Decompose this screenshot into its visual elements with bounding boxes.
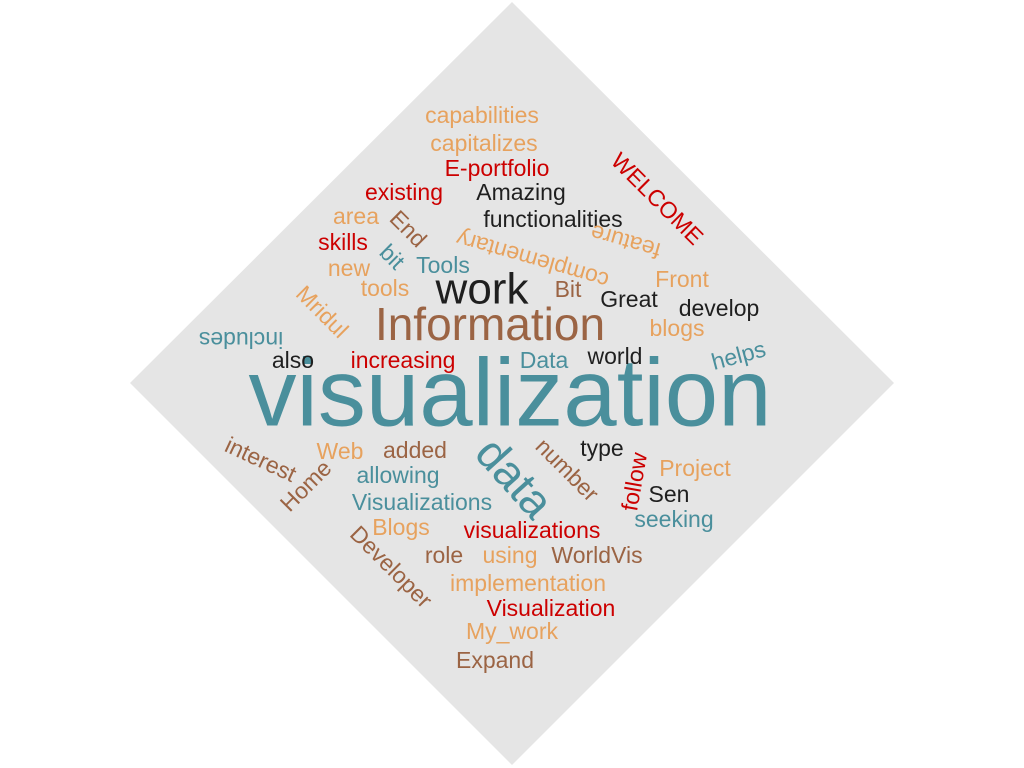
word-my-work: My_work (466, 618, 559, 644)
word-world: world (587, 343, 643, 369)
word-information: Information (375, 298, 605, 350)
word-includes: includes (199, 327, 283, 353)
word-front: Front (655, 266, 709, 292)
word-expand: Expand (456, 647, 534, 673)
word-e-portfolio: E-portfolio (445, 155, 550, 181)
word-area: area (333, 203, 379, 229)
word-great: Great (600, 286, 658, 312)
word-tools: Tools (416, 252, 470, 278)
word-data: Data (520, 347, 569, 373)
word-also: also (272, 347, 314, 373)
word-seeking: seeking (634, 506, 713, 532)
word-using: using (483, 542, 538, 568)
word-visualization: visualization (249, 339, 772, 446)
word-visualizations: Visualizations (352, 489, 492, 515)
word-blogs: blogs (650, 315, 705, 341)
word-increasing: increasing (351, 347, 456, 373)
word-visualization: Visualization (487, 595, 616, 621)
word-implementation: implementation (450, 570, 606, 596)
word-existing: existing (365, 179, 443, 205)
word-role: role (425, 542, 463, 568)
word-sen: Sen (649, 481, 690, 507)
word-capitalizes: capitalizes (430, 130, 537, 156)
word-tools: tools (361, 275, 410, 301)
word-allowing: allowing (356, 462, 439, 488)
word-functionalities: functionalities (483, 206, 622, 232)
word-bit: Bit (555, 276, 582, 302)
word-visualizations: visualizations (464, 517, 601, 543)
word-skills: skills (318, 229, 368, 255)
word-type: type (580, 435, 623, 461)
word-project: Project (659, 455, 731, 481)
word-work: work (435, 265, 530, 314)
word-develop: develop (679, 295, 760, 321)
diamond-background (130, 2, 894, 765)
word-added: added (383, 437, 447, 463)
word-amazing: Amazing (476, 179, 565, 205)
word-capabilities: capabilities (425, 102, 539, 128)
word-blogs: Blogs (372, 514, 430, 540)
word-new: new (328, 255, 371, 281)
word-web: Web (317, 438, 364, 464)
word-worldvis: WorldVis (551, 542, 642, 568)
